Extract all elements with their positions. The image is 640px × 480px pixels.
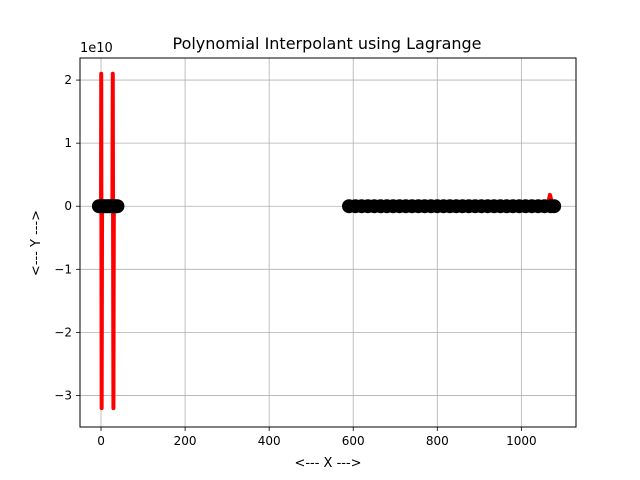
x-tick-label: 1000 <box>506 434 537 448</box>
x-tick-label: 800 <box>426 434 449 448</box>
y-axis-offset-text: 1e10 <box>80 41 113 56</box>
x-axis-label: <--- X ---> <box>294 456 361 471</box>
axes-frame <box>79 57 577 428</box>
y-tick-label: 1 <box>64 136 72 150</box>
x-tick-label: 400 <box>258 434 281 448</box>
data-point-marker <box>547 199 562 214</box>
x-tick-label: 200 <box>174 434 197 448</box>
x-tick-label: 600 <box>342 434 365 448</box>
chart-title: Polynomial Interpolant using Lagrange <box>172 34 481 53</box>
axis-ticks: 0 200 400 600 800 1000 2 1 0 −1 −2 −3 <box>54 73 536 448</box>
grid-lines <box>80 58 576 427</box>
data-point-marker <box>110 199 125 214</box>
y-tick-label: 2 <box>64 73 72 87</box>
plot-data <box>91 71 562 411</box>
y-tick-label: 0 <box>64 199 72 213</box>
x-tick-label: 0 <box>97 434 105 448</box>
y-axis-label: <--- Y ---> <box>29 210 44 276</box>
y-tick-label: −2 <box>54 325 72 339</box>
y-tick-label: −1 <box>54 262 72 276</box>
y-tick-label: −3 <box>54 388 72 402</box>
interpolant-line <box>99 71 105 411</box>
interpolant-line <box>110 71 116 411</box>
